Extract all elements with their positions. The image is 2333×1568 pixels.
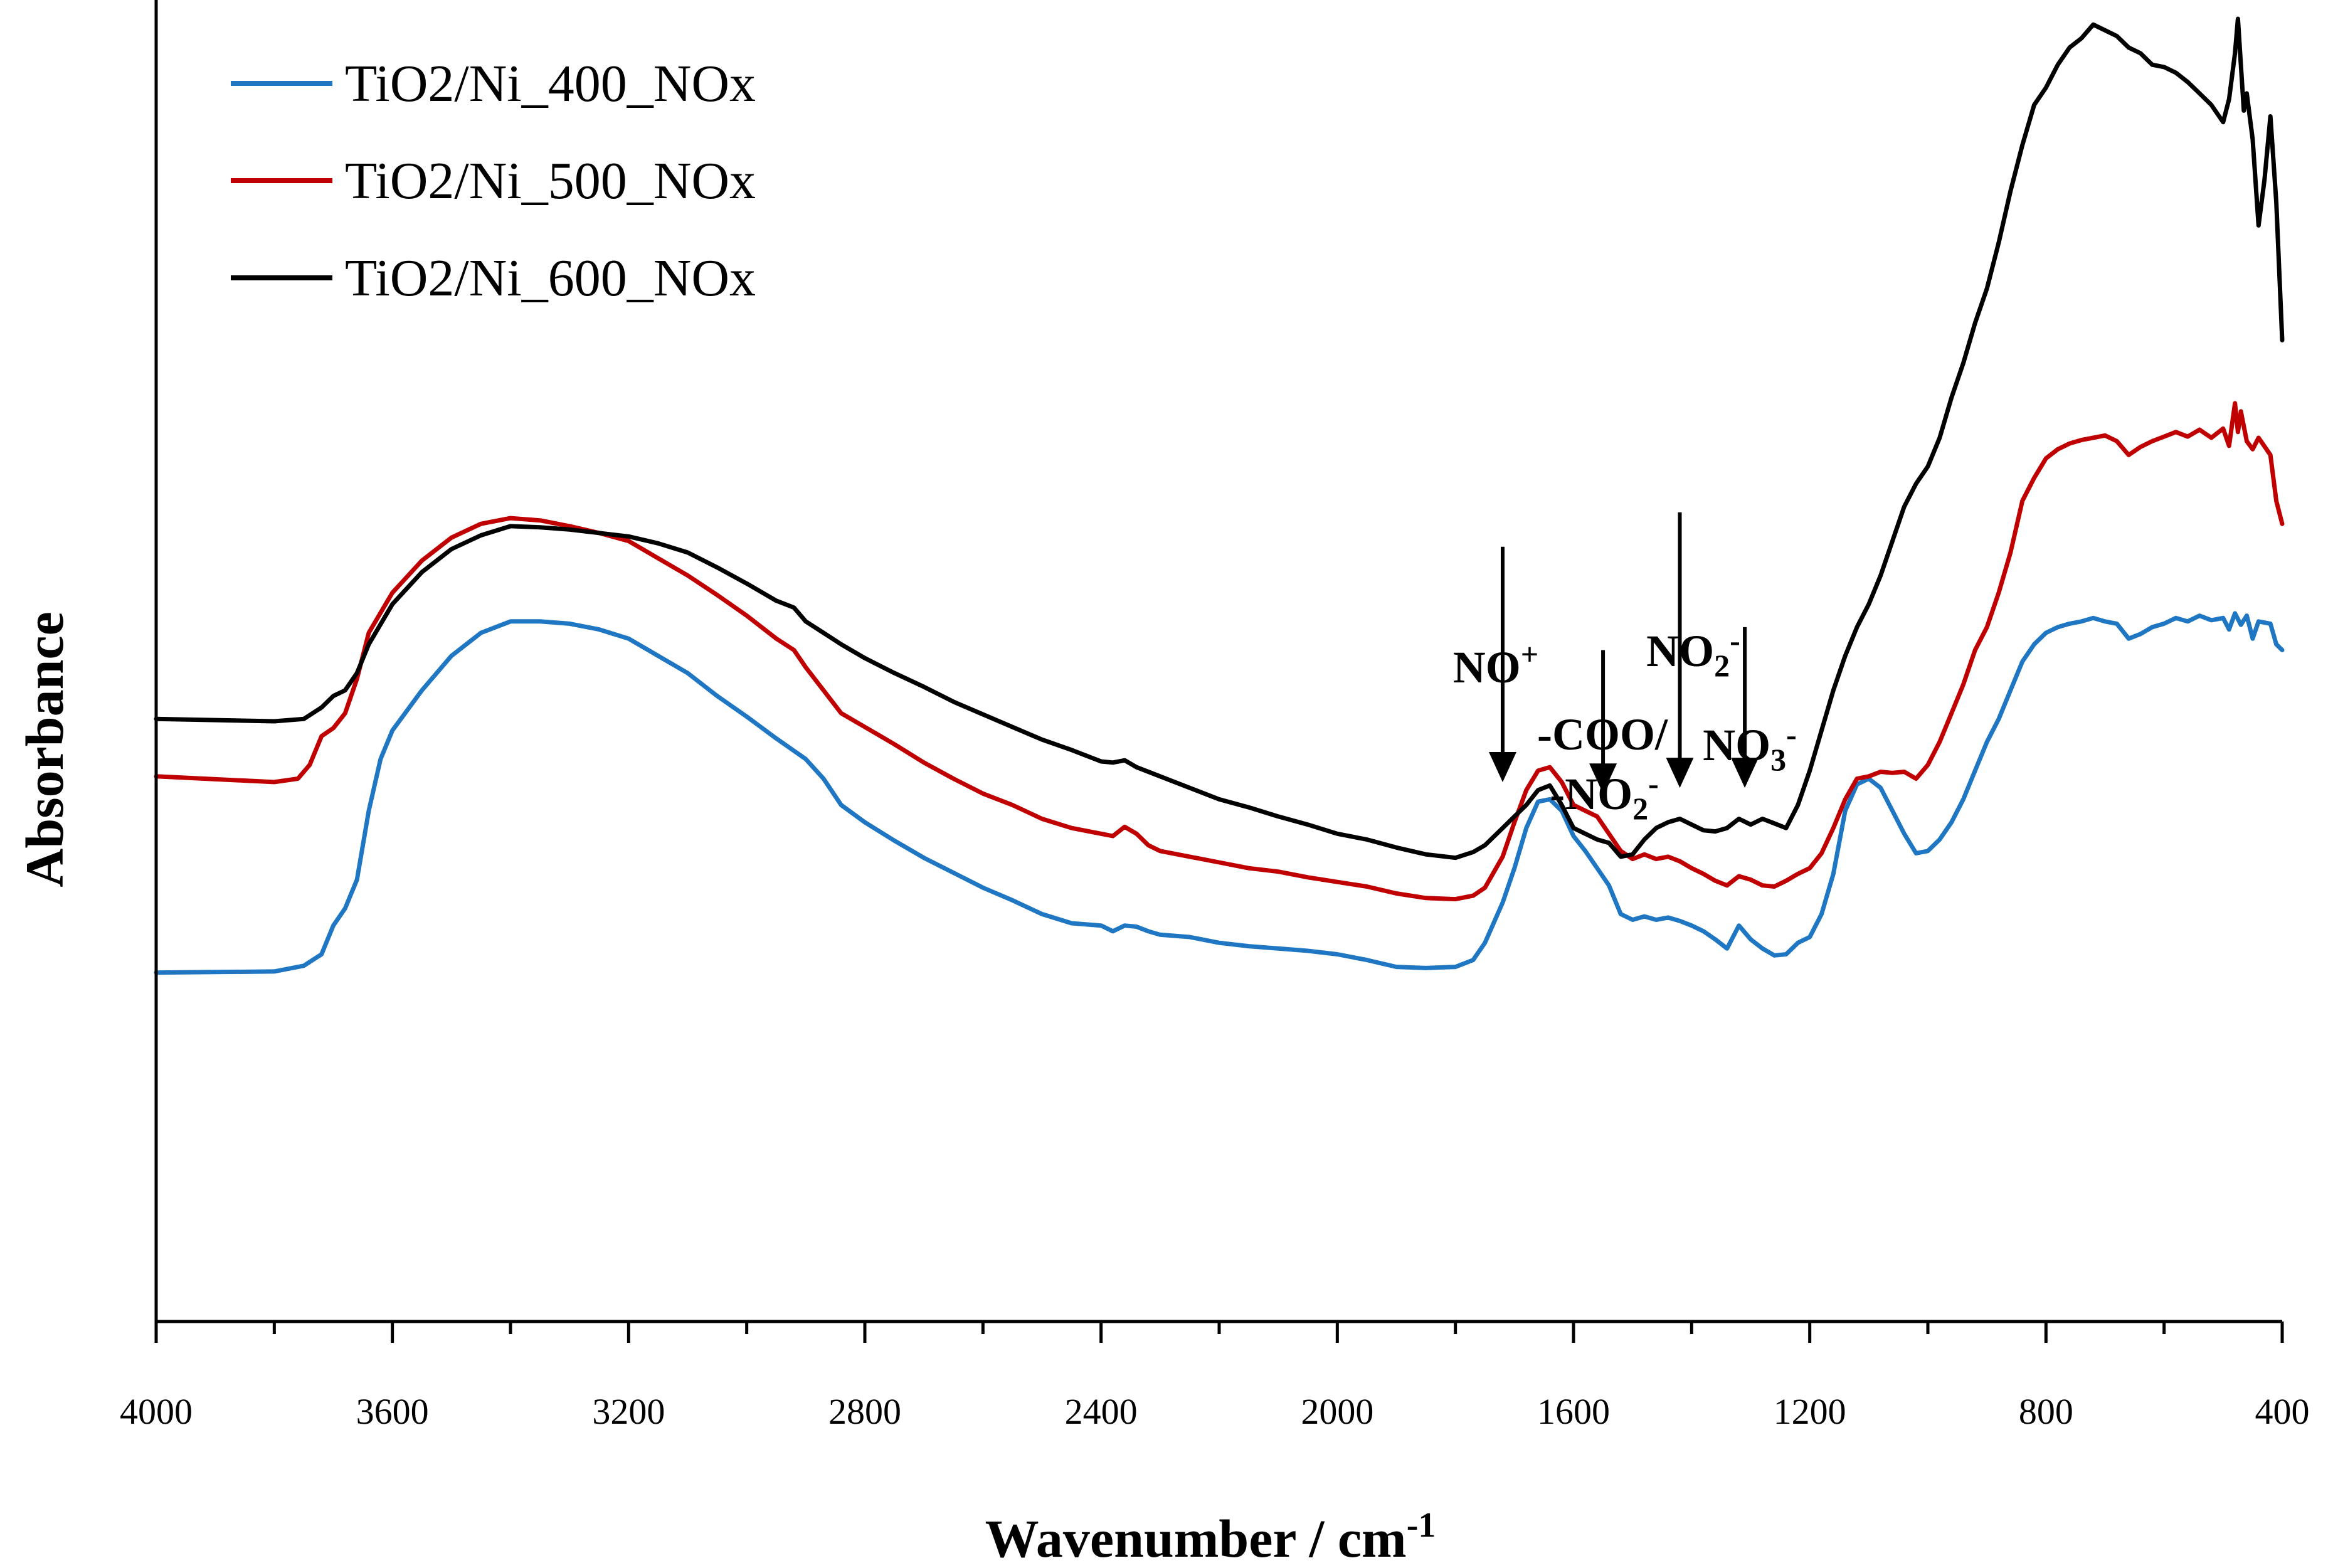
plot-lines xyxy=(154,16,2285,975)
annotation-text: -NO xyxy=(1550,769,1632,819)
x-tick-label: 3200 xyxy=(592,1391,665,1432)
annotation-charge: - xyxy=(1786,717,1797,752)
x-ticks xyxy=(154,1322,2284,1343)
x-tick-label: 2400 xyxy=(1065,1391,1138,1432)
annotation-charge: - xyxy=(1648,766,1659,801)
annotation-label-1: NO+ xyxy=(1453,637,1539,692)
x-axis-title: Wavenumber / cm-1 xyxy=(985,1506,1436,1568)
legend-label-2: TiO2/Ni_500_NOx xyxy=(345,152,756,210)
legend: TiO2/Ni_400_NOx TiO2/Ni_500_NOx TiO2/Ni_60… xyxy=(231,55,756,307)
annotation-text: NO xyxy=(1453,642,1521,692)
x-tick-label: 2000 xyxy=(1301,1391,1373,1432)
annotation-arrow-head xyxy=(1489,751,1516,782)
annotation-charge: - xyxy=(1730,623,1740,658)
x-tick-label: 1200 xyxy=(1774,1391,1846,1432)
annotation-arrow-head xyxy=(1731,758,1759,788)
annotations: NO+-COO/-NO2-NO2-NO3- xyxy=(1453,512,1797,826)
y-axis-title: Absorbance xyxy=(14,612,75,887)
annotation-superscript: + xyxy=(1521,637,1539,672)
x-axis-title-sup: -1 xyxy=(1407,1506,1436,1545)
x-tick-labels: 4000 3600 3200 2800 2400 2000 1600 1200 800 400 xyxy=(120,1391,2310,1432)
annotation-label-3: -NO2- xyxy=(1550,766,1659,826)
legend-label-1: TiO2/Ni_400_NOx xyxy=(345,55,756,113)
x-tick-label: 1600 xyxy=(1537,1391,1610,1432)
x-tick-label: 2800 xyxy=(828,1391,901,1432)
annotation-subscript: 2 xyxy=(1714,648,1730,683)
series-line-2 xyxy=(154,401,2285,902)
x-tick-label: 3600 xyxy=(356,1391,429,1432)
x-tick-label: 800 xyxy=(2019,1391,2073,1432)
x-tick-label: 4000 xyxy=(120,1391,193,1432)
annotation-arrow-head xyxy=(1589,763,1617,794)
annotation-subscript: 3 xyxy=(1770,742,1786,777)
annotation-label-4: NO2- xyxy=(1646,623,1740,683)
annotation-subscript: 2 xyxy=(1632,791,1648,826)
annotation-arrow-head xyxy=(1666,758,1694,788)
legend-label-3: TiO2/Ni_600_NOx xyxy=(345,249,756,307)
series-line-1 xyxy=(154,611,2285,975)
x-axis-title-text: Wavenumber / cm xyxy=(985,1508,1407,1568)
x-tick-label: 400 xyxy=(2255,1391,2310,1432)
series-line-3 xyxy=(154,16,2285,861)
